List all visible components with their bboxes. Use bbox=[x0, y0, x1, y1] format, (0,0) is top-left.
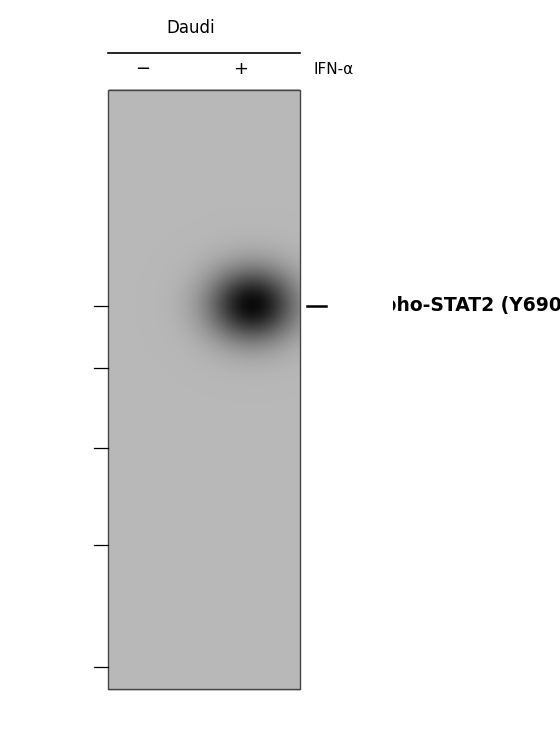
Text: 24: 24 bbox=[71, 660, 90, 675]
Text: 93: 93 bbox=[71, 360, 90, 375]
Text: +: + bbox=[234, 60, 248, 78]
Text: −: − bbox=[135, 60, 151, 78]
Text: 65: 65 bbox=[71, 441, 90, 456]
Text: Phospho-STAT2 (Y690): Phospho-STAT2 (Y690) bbox=[332, 296, 560, 315]
Text: kDa: kDa bbox=[29, 107, 59, 121]
Text: IFN-α: IFN-α bbox=[314, 62, 354, 76]
FancyBboxPatch shape bbox=[108, 90, 300, 689]
Text: 40: 40 bbox=[71, 538, 90, 553]
Text: 113: 113 bbox=[62, 298, 90, 313]
Text: Daudi: Daudi bbox=[166, 19, 214, 37]
